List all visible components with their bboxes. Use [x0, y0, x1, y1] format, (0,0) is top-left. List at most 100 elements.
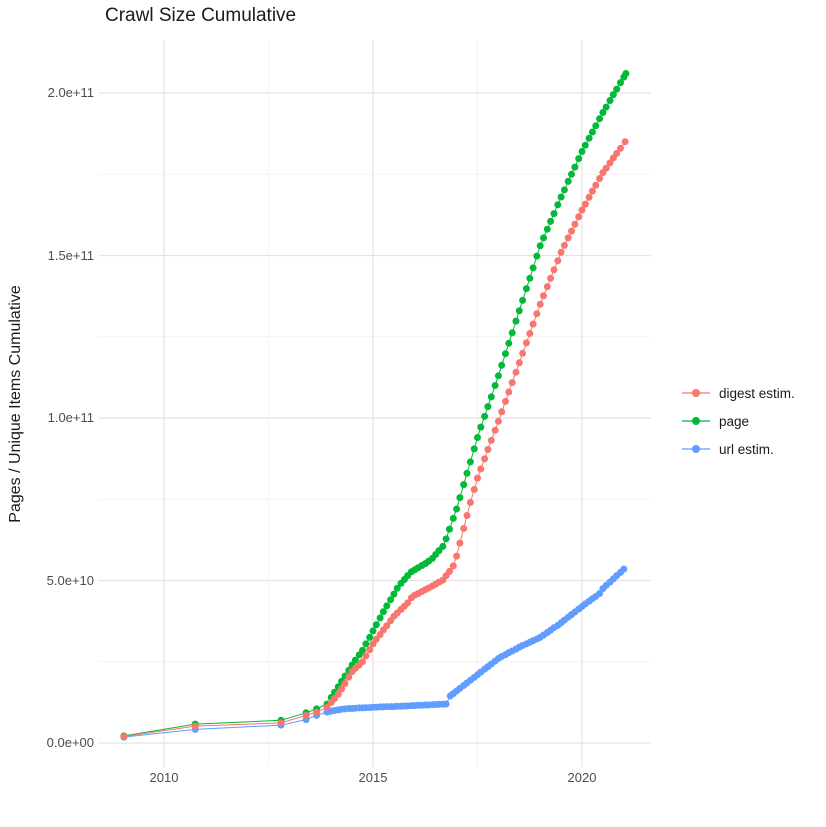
data-point-page	[599, 109, 607, 116]
data-point-digest-estim	[372, 635, 380, 643]
data-point-digest-estim	[592, 181, 600, 189]
data-point-url-estim	[596, 590, 604, 597]
data-point-digest-estim	[498, 408, 506, 416]
data-point-page	[547, 217, 555, 225]
data-point-page	[585, 134, 593, 142]
data-point-digest-estim	[575, 213, 583, 221]
data-point-page	[609, 91, 617, 99]
data-point-digest-estim	[564, 234, 572, 242]
x-tick-label: 2015	[358, 770, 388, 785]
data-point-digest-estim	[568, 227, 575, 235]
data-point-page	[568, 170, 575, 178]
data-point-page	[453, 505, 461, 513]
data-point-page	[543, 225, 551, 233]
data-point-page	[474, 434, 481, 441]
data-point-page	[596, 115, 604, 123]
data-point-digest-estim	[508, 379, 516, 387]
data-point-page	[372, 621, 380, 629]
data-point-digest-estim	[536, 300, 544, 308]
data-point-digest-estim	[313, 708, 321, 716]
data-point-digest-estim	[617, 144, 624, 152]
data-point-digest-estim	[366, 646, 374, 654]
data-point-page	[393, 584, 401, 592]
data-point-page	[498, 361, 506, 369]
legend-item: url estim.	[681, 435, 795, 463]
data-point-digest-estim	[547, 274, 555, 282]
data-point-digest-estim	[560, 241, 568, 249]
data-point-page	[588, 128, 596, 136]
data-point-page	[592, 122, 600, 130]
data-point-page	[470, 445, 478, 453]
data-point-page	[536, 242, 544, 250]
data-point-page	[351, 656, 359, 664]
data-point-digest-estim	[383, 622, 391, 630]
data-point-page	[439, 542, 447, 550]
data-point-page	[487, 393, 495, 401]
data-point-page	[529, 264, 537, 272]
legend-key-icon	[682, 417, 710, 425]
data-point-page	[481, 412, 489, 420]
data-point-digest-estim	[581, 200, 589, 208]
data-point-digest-estim	[529, 320, 537, 328]
data-point-digest-estim	[621, 138, 629, 146]
data-point-digest-estim	[596, 175, 604, 182]
data-point-digest-estim	[602, 164, 610, 172]
data-point-digest-estim	[550, 266, 558, 274]
data-point-digest-estim	[578, 206, 586, 214]
data-point-page	[505, 339, 513, 347]
legend-item-label: page	[719, 413, 750, 429]
data-point-page	[515, 307, 523, 315]
data-point-page	[460, 481, 468, 489]
data-point-page	[578, 148, 586, 155]
data-point-page	[550, 210, 558, 218]
data-point-digest-estim	[277, 719, 285, 727]
data-point-page	[383, 602, 391, 610]
data-point-page	[446, 525, 453, 533]
data-point-page	[617, 79, 624, 87]
data-point-digest-estim	[522, 339, 530, 347]
y-tick-label: 0.0e+00	[46, 735, 94, 750]
data-point-digest-estim	[460, 525, 468, 532]
data-point-page	[560, 186, 568, 194]
data-point-page	[466, 458, 474, 466]
data-point-digest-estim	[477, 465, 485, 473]
data-point-digest-estim	[494, 417, 502, 425]
data-point-digest-estim	[502, 397, 509, 405]
legend-item-label: url estim.	[719, 441, 774, 457]
data-point-digest-estim	[491, 426, 499, 434]
chart-title: Crawl Size Cumulative	[105, 5, 297, 26]
data-point-page	[519, 296, 527, 304]
data-point-page	[390, 590, 398, 598]
data-point-page	[376, 614, 384, 622]
y-tick-label: 1.5e+11	[47, 247, 94, 263]
data-point-digest-estim	[323, 703, 331, 711]
data-point-digest-estim	[453, 552, 461, 560]
data-point-page	[622, 70, 630, 77]
data-point-page	[369, 627, 377, 635]
data-point-digest-estim	[540, 292, 547, 300]
data-point-page	[613, 85, 621, 93]
data-point-digest-estim	[449, 562, 457, 570]
data-point-page	[557, 193, 565, 201]
data-point-page	[366, 633, 374, 641]
legend-item: digest estim.	[681, 379, 795, 407]
data-point-digest-estim	[359, 658, 366, 666]
legend: digest estim. page url estim.	[681, 379, 795, 463]
data-point-page	[606, 97, 614, 104]
y-axis-title: Pages / Unique Items Cumulative	[7, 285, 24, 523]
data-point-digest-estim	[338, 685, 346, 693]
data-point-page	[379, 608, 387, 616]
data-point-page	[442, 535, 450, 543]
data-point-digest-estim	[456, 539, 464, 547]
data-point-digest-estim	[606, 159, 614, 167]
data-point-digest-estim	[404, 599, 412, 607]
data-point-digest-estim	[613, 149, 621, 157]
data-point-digest-estim	[362, 652, 370, 660]
x-tick-label: 2020	[567, 770, 597, 785]
data-point-digest-estim	[515, 359, 523, 367]
data-point-digest-estim	[512, 368, 520, 376]
x-tick-label: 2010	[149, 770, 179, 785]
data-point-digest-estim	[481, 455, 489, 463]
data-point-page	[526, 274, 534, 282]
